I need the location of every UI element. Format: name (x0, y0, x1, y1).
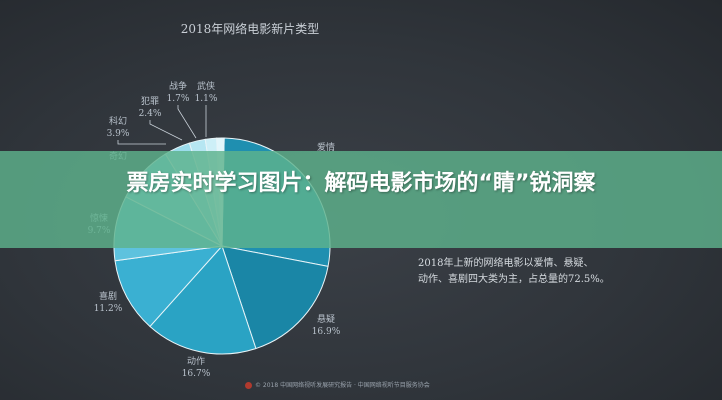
slice-label-爱情: 爱情 (317, 141, 335, 153)
summary-line-2: 动作、喜剧四大类为主，占总量的72.5%。 (418, 274, 610, 285)
slice-label-科幻: 科幻 3.9% (107, 115, 130, 139)
chart-title: 2018年网络电影新片类型 (180, 22, 320, 36)
leader-line-犯罪 (149, 120, 183, 141)
footer-source: © 2018 中国网络视听发展研究报告 · 中国网络视听节目服务协会 (245, 380, 545, 389)
slice-label-武侠: 武侠 1.1% (195, 80, 218, 104)
leader-line-科幻 (117, 140, 166, 145)
headline-banner: 票房实时学习图片：解码电影市场的“睛”锐洞察 (0, 151, 722, 248)
slice-label-喜剧: 喜剧 11.2% (94, 290, 123, 314)
summary-line-1: 2018年上新的网络电影以爱情、悬疑、 (418, 258, 594, 269)
footer-text: © 2018 中国网络视听发展研究报告 · 中国网络视听节目服务协会 (255, 382, 430, 389)
pie-labels: 爱情悬疑16.9%动作16.7%喜剧11.2%惊悚9.7%奇幻科幻3.9%犯罪2… (88, 80, 341, 379)
pie-slice-动作 (149, 245, 257, 355)
slice-label-犯罪: 犯罪 2.4% (139, 96, 162, 119)
leader-line-战争 (177, 105, 197, 139)
pie-slice-悬疑 (221, 245, 329, 350)
pie-leader-lines (117, 105, 207, 145)
banner-headline: 票房实时学习图片：解码电影市场的“睛”锐洞察 (126, 171, 596, 196)
chart-summary: 2018年上新的网络电影以爱情、悬疑、 动作、喜剧四大类为主，占总量的72.5%… (418, 256, 718, 288)
association-logo-icon (245, 382, 252, 389)
slice-label-悬疑: 悬疑 16.9% (312, 314, 341, 337)
slice-label-动作: 动作 16.7% (182, 355, 211, 379)
slice-label-战争: 战争 1.7% (167, 80, 190, 104)
pie-slice-喜剧 (114, 245, 224, 328)
